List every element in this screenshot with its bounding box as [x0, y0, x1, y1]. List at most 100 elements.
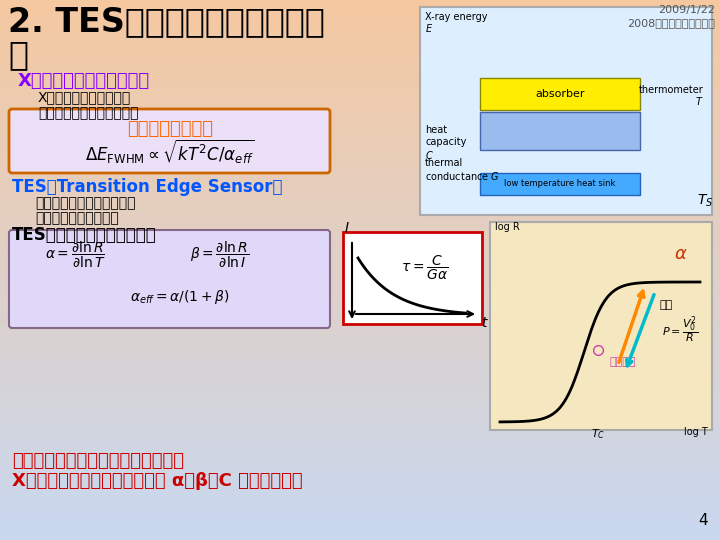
Bar	[0, 200, 720, 205]
Bar	[0, 443, 720, 448]
Bar	[0, 475, 720, 481]
Bar	[0, 270, 720, 275]
Bar	[0, 22, 720, 27]
Text: $P = \dfrac{V_0^2}{R}$: $P = \dfrac{V_0^2}{R}$	[662, 315, 698, 346]
Bar	[0, 130, 720, 135]
Text: 2008年度修士論文発表会: 2008年度修士論文発表会	[627, 18, 715, 28]
Bar	[0, 459, 720, 464]
Text: thermometer: thermometer	[639, 85, 704, 95]
Bar	[0, 427, 720, 432]
Text: α: α	[674, 245, 686, 263]
Bar	[0, 448, 720, 454]
Text: $t$: $t$	[481, 316, 489, 330]
Bar	[0, 27, 720, 32]
Text: X線パルスからではパラメータ α、β、C の分離が困離: X線パルスからではパラメータ α、β、C の分離が困離	[12, 472, 302, 490]
Bar	[0, 535, 720, 540]
Bar	[0, 373, 720, 378]
Bar	[480, 173, 640, 195]
Bar	[0, 108, 720, 113]
Bar	[0, 65, 720, 70]
Bar	[0, 227, 720, 232]
Bar	[0, 81, 720, 86]
Text: $\alpha = \dfrac{\partial \ln R}{\partial \ln T}$: $\alpha = \dfrac{\partial \ln R}{\partia…	[45, 240, 105, 271]
Bar	[0, 319, 720, 324]
Text: $\Delta E_{\rm FWHM} \propto \sqrt{kT^2C/\alpha_{eff}}$: $\Delta E_{\rm FWHM} \propto \sqrt{kT^2C…	[85, 138, 255, 166]
Bar	[0, 275, 720, 281]
Bar	[0, 265, 720, 270]
Text: 超伝導遷移端の急激な抗抗: 超伝導遷移端の急激な抗抗	[35, 196, 135, 210]
Text: heat
capacity
$C$: heat capacity $C$	[425, 125, 467, 160]
Bar	[0, 486, 720, 491]
Text: X線光子のエネルギーを: X線光子のエネルギーを	[38, 90, 131, 104]
Text: absorber: absorber	[535, 89, 585, 99]
Text: 4: 4	[698, 513, 708, 528]
Bar	[0, 92, 720, 97]
Bar	[0, 184, 720, 189]
Text: 理: 理	[8, 38, 28, 71]
Bar	[0, 248, 720, 254]
Bar	[0, 502, 720, 508]
Text: エネルギー分解能: エネルギー分解能	[127, 120, 213, 138]
Text: 理論的分解能を知る上で必須だが、: 理論的分解能を知る上で必須だが、	[12, 452, 184, 470]
Bar	[0, 389, 720, 394]
Bar	[0, 11, 720, 16]
Bar	[0, 146, 720, 151]
Text: $T_S$: $T_S$	[697, 193, 713, 210]
Bar	[0, 221, 720, 227]
Bar	[0, 378, 720, 383]
Bar	[0, 437, 720, 443]
Bar	[0, 157, 720, 162]
Text: 2009/1/22: 2009/1/22	[658, 5, 715, 15]
Bar	[0, 238, 720, 243]
FancyBboxPatch shape	[9, 230, 330, 328]
Bar	[490, 222, 712, 430]
Bar	[0, 205, 720, 211]
Bar	[0, 151, 720, 157]
Bar	[0, 410, 720, 416]
Text: $T_C$: $T_C$	[591, 427, 605, 441]
Text: $I$: $I$	[344, 221, 350, 235]
Text: $\alpha_{eff} = \alpha / (1 + \beta)$: $\alpha_{eff} = \alpha / (1 + \beta)$	[130, 288, 230, 306]
Bar	[0, 194, 720, 200]
Text: 素子の温度上昇として感知: 素子の温度上昇として感知	[38, 106, 138, 120]
Bar	[480, 78, 640, 110]
Bar	[0, 113, 720, 119]
Bar	[0, 383, 720, 389]
Bar	[0, 405, 720, 410]
Text: X-ray energy: X-ray energy	[425, 12, 487, 22]
Bar	[0, 32, 720, 38]
FancyBboxPatch shape	[9, 109, 330, 173]
Bar	[0, 135, 720, 140]
Bar	[0, 167, 720, 173]
Bar	[0, 5, 720, 11]
Bar	[0, 432, 720, 437]
Bar	[0, 335, 720, 340]
Text: X線マイクロカロリメータ: X線マイクロカロリメータ	[18, 72, 150, 90]
Bar	[0, 254, 720, 259]
Text: 動作デ点: 動作デ点	[610, 357, 636, 367]
Bar	[480, 112, 640, 150]
Bar	[0, 497, 720, 502]
Text: TES（Transition Edge Sensor）: TES（Transition Edge Sensor）	[12, 178, 282, 196]
Bar	[0, 211, 720, 216]
FancyBboxPatch shape	[343, 232, 482, 324]
Bar	[0, 59, 720, 65]
Bar	[0, 400, 720, 405]
Text: log R: log R	[495, 222, 520, 232]
Bar	[0, 189, 720, 194]
Bar	[0, 351, 720, 356]
Bar	[0, 529, 720, 535]
Bar	[0, 518, 720, 524]
Bar	[0, 308, 720, 313]
Bar	[0, 313, 720, 319]
Bar	[0, 286, 720, 292]
Bar	[0, 394, 720, 400]
Bar	[0, 481, 720, 486]
Text: $T$: $T$	[696, 95, 704, 107]
Bar	[0, 243, 720, 248]
Bar	[0, 508, 720, 513]
Text: TESの感度を表すパラメータ: TESの感度を表すパラメータ	[12, 226, 157, 244]
Bar	[0, 38, 720, 43]
Bar	[0, 292, 720, 297]
Text: $\tau = \dfrac{C}{G\alpha}$: $\tau = \dfrac{C}{G\alpha}$	[401, 254, 449, 282]
